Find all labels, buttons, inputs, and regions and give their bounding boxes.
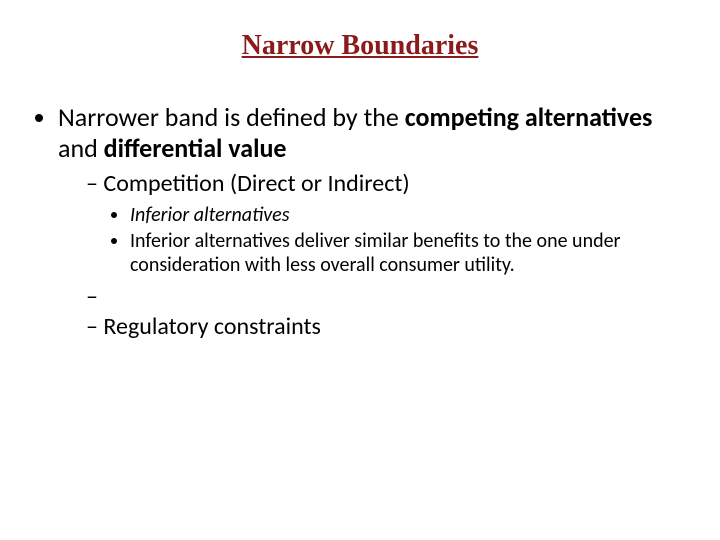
bullet-item-competition: Competition (Direct or Indirect) Inferio…	[86, 170, 690, 277]
text-fragment: Regulatory constraints	[103, 312, 321, 341]
bullet-item-inferior-alt-desc: Inferior alternatives deliver similar be…	[130, 229, 690, 277]
slide-title: Narrow Boundaries	[30, 30, 690, 62]
text-fragment: and	[58, 132, 104, 164]
bullet-list-level-1: Narrower band is defined by the competin…	[30, 102, 690, 342]
spacer	[86, 283, 690, 307]
text-fragment-bold: differential value	[104, 132, 287, 164]
text-fragment: Inferior alternatives deliver similar be…	[130, 229, 621, 277]
text-fragment-italic: Inferior alternatives	[130, 203, 289, 227]
text-fragment: Narrower band is defined by the	[58, 101, 405, 133]
bullet-item-main: Narrower band is defined by the competin…	[58, 102, 690, 342]
text-fragment-bold: competing alternatives	[405, 101, 653, 133]
bullet-list-level-3: Inferior alternatives Inferior alternati…	[86, 203, 690, 277]
text-fragment: Competition (Direct or Indirect)	[103, 169, 409, 198]
bullet-item-regulatory: Regulatory constraints	[86, 313, 690, 342]
bullet-item-inferior-alt-heading: Inferior alternatives	[130, 203, 690, 227]
bullet-list-level-2: Competition (Direct or Indirect) Inferio…	[58, 170, 690, 342]
slide: Narrow Boundaries Narrower band is defin…	[0, 0, 720, 540]
